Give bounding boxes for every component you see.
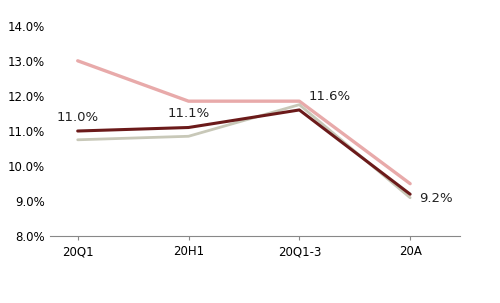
Legend: 样本银行, 四大行, 股份行: 样本银行, 四大行, 股份行 (114, 300, 330, 303)
Text: 11.6%: 11.6% (308, 90, 350, 103)
Text: 11.0%: 11.0% (56, 111, 99, 124)
Text: 11.1%: 11.1% (168, 108, 209, 121)
Text: 9.2%: 9.2% (419, 192, 452, 205)
